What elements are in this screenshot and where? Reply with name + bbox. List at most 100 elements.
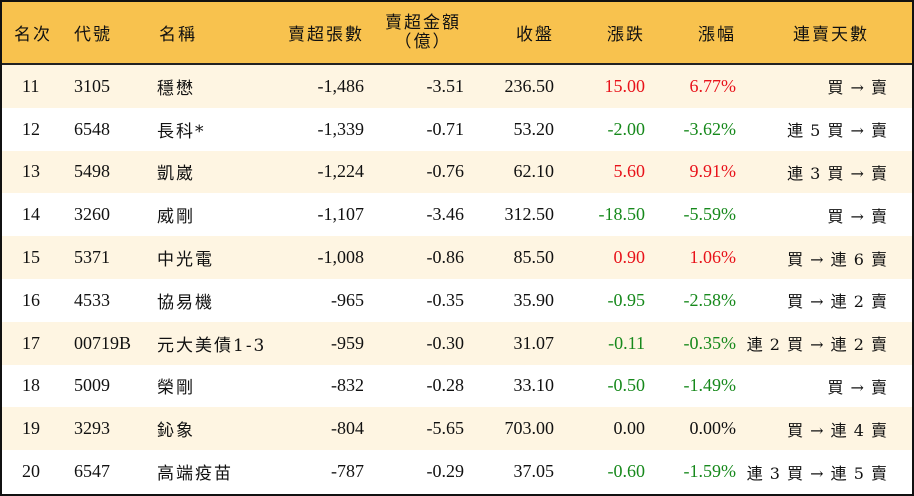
cell-streak: 買 → 連 2 賣 (787, 292, 888, 312)
cell-change: 0.00 (613, 418, 646, 439)
cell-close: 312.50 (504, 204, 555, 225)
cell-code: 3105 (74, 75, 110, 96)
cell-close: 37.05 (513, 461, 555, 482)
table-row: 12 6548 長科* -1,339 -0.71 53.20 -2.00 -3.… (2, 107, 912, 151)
cell-change-pct: -1.49% (683, 375, 737, 396)
cell-code: 00719B (74, 332, 132, 353)
cell-code: 5498 (74, 161, 110, 182)
cell-code: 3260 (74, 204, 110, 225)
cell-close: 703.00 (504, 418, 555, 439)
table-row: 15 5371 中光電 -1,008 -0.86 85.50 0.90 1.06… (2, 236, 912, 279)
cell-rank: 18 (22, 375, 40, 396)
cell-sell-amount: -0.35 (426, 289, 465, 310)
cell-change: 0.90 (613, 247, 646, 268)
cell-sell-amount: -0.30 (426, 332, 465, 353)
cell-change: 5.60 (613, 161, 646, 182)
cell-change: -2.00 (607, 118, 646, 139)
table-row: 14 3260 威剛 -1,107 -3.46 312.50 -18.50 -5… (2, 193, 912, 237)
cell-change: -0.50 (607, 375, 646, 396)
cell-rank: 11 (22, 75, 40, 96)
cell-change-pct: 1.06% (689, 247, 737, 268)
cell-sell-volume: -787 (331, 461, 364, 482)
cell-change-pct: -3.62% (683, 118, 737, 139)
header-code: 代號 (74, 25, 112, 45)
cell-rank: 19 (22, 418, 40, 439)
cell-streak: 連 3 買 → 賣 (787, 163, 888, 183)
cell-change-pct: -0.35% (683, 332, 737, 353)
cell-name: 元大美債1-3 (157, 335, 267, 356)
cell-name: 中光電 (157, 250, 214, 271)
cell-sell-volume: -1,008 (317, 247, 365, 268)
cell-close: 35.90 (513, 289, 555, 310)
cell-streak: 連 3 買 → 連 5 賣 (746, 463, 888, 483)
cell-close: 62.10 (513, 161, 555, 182)
cell-sell-volume: -832 (331, 375, 364, 396)
cell-close: 85.50 (513, 247, 555, 268)
cell-code: 6547 (74, 461, 110, 482)
header-rank: 名次 (14, 25, 52, 45)
cell-change: -0.95 (607, 289, 646, 310)
cell-name: 凱崴 (157, 164, 195, 185)
cell-sell-volume: -1,486 (317, 75, 365, 96)
cell-sell-amount: -0.28 (426, 375, 465, 396)
cell-change-pct: 9.91% (689, 161, 737, 182)
cell-change: -0.11 (608, 332, 645, 353)
table-row: 16 4533 協易機 -965 -0.35 35.90 -0.95 -2.58… (2, 278, 912, 322)
cell-sell-amount: -0.29 (426, 461, 465, 482)
cell-sell-volume: -1,339 (317, 118, 365, 139)
cell-name: 鈊象 (157, 421, 195, 442)
cell-close: 33.10 (513, 375, 555, 396)
cell-rank: 14 (22, 204, 40, 225)
cell-close: 31.07 (513, 332, 555, 353)
table-row: 19 3293 鈊象 -804 -5.65 703.00 0.00 0.00% … (2, 407, 912, 451)
cell-streak: 買 → 賣 (827, 206, 888, 226)
cell-rank: 20 (22, 461, 40, 482)
cell-name: 協易機 (157, 292, 214, 313)
header-name: 名稱 (159, 25, 197, 45)
table-row: 20 6547 高端疫苗 -787 -0.29 37.05 -0.60 -1.5… (2, 450, 912, 493)
cell-rank: 15 (22, 247, 40, 268)
cell-code: 4533 (74, 289, 110, 310)
cell-streak: 買 → 賣 (827, 377, 888, 397)
cell-change-pct: -1.59% (683, 461, 737, 482)
table-row: 13 5498 凱崴 -1,224 -0.76 62.10 5.60 9.91%… (2, 150, 912, 194)
cell-sell-amount: -3.51 (426, 75, 465, 96)
cell-code: 3293 (74, 418, 110, 439)
header-sell-amount: 賣超金額 （億） (364, 12, 464, 52)
cell-sell-volume: -959 (331, 332, 364, 353)
header-close: 收盤 (516, 25, 554, 45)
cell-close: 53.20 (513, 118, 555, 139)
cell-streak: 買 → 賣 (827, 78, 888, 98)
cell-name: 高端疫苗 (157, 464, 233, 485)
cell-rank: 13 (22, 161, 40, 182)
cell-name: 榮剛 (157, 378, 195, 399)
cell-streak: 買 → 連 4 賣 (787, 420, 888, 440)
cell-change-pct: 6.77% (689, 75, 737, 96)
table-header: 名次 代號 名稱 賣超張數 賣超金額 （億） 收盤 漲跌 漲幅 連賣天數 (2, 2, 912, 65)
cell-change: -0.60 (607, 461, 646, 482)
table-row: 18 5009 榮剛 -832 -0.28 33.10 -0.50 -1.49%… (2, 364, 912, 408)
cell-streak: 買 → 連 6 賣 (787, 249, 888, 269)
cell-sell-amount: -0.71 (426, 118, 465, 139)
table-row: 11 3105 穩懋 -1,486 -3.51 236.50 15.00 6.7… (2, 65, 912, 108)
cell-sell-volume: -1,224 (317, 161, 365, 182)
cell-name: 威剛 (157, 207, 195, 228)
header-sell-volume: 賣超張數 (288, 25, 364, 45)
cell-change-pct: -2.58% (683, 289, 737, 310)
cell-code: 6548 (74, 118, 110, 139)
cell-sell-amount: -5.65 (426, 418, 465, 439)
header-sell-amount-line2: （億） (394, 31, 452, 52)
cell-rank: 17 (22, 332, 40, 353)
cell-sell-amount: -0.86 (426, 247, 465, 268)
header-sell-amount-line1: 賣超金額 (385, 12, 461, 33)
cell-change: 15.00 (604, 75, 646, 96)
header-change-pct: 漲幅 (698, 25, 736, 45)
cell-sell-amount: -3.46 (426, 204, 465, 225)
cell-change-pct: -5.59% (683, 204, 737, 225)
cell-sell-amount: -0.76 (426, 161, 465, 182)
cell-rank: 12 (22, 118, 40, 139)
cell-sell-volume: -804 (331, 418, 364, 439)
table-row: 17 00719B 元大美債1-3 -959 -0.30 31.07 -0.11… (2, 321, 912, 365)
cell-sell-volume: -1,107 (317, 204, 365, 225)
